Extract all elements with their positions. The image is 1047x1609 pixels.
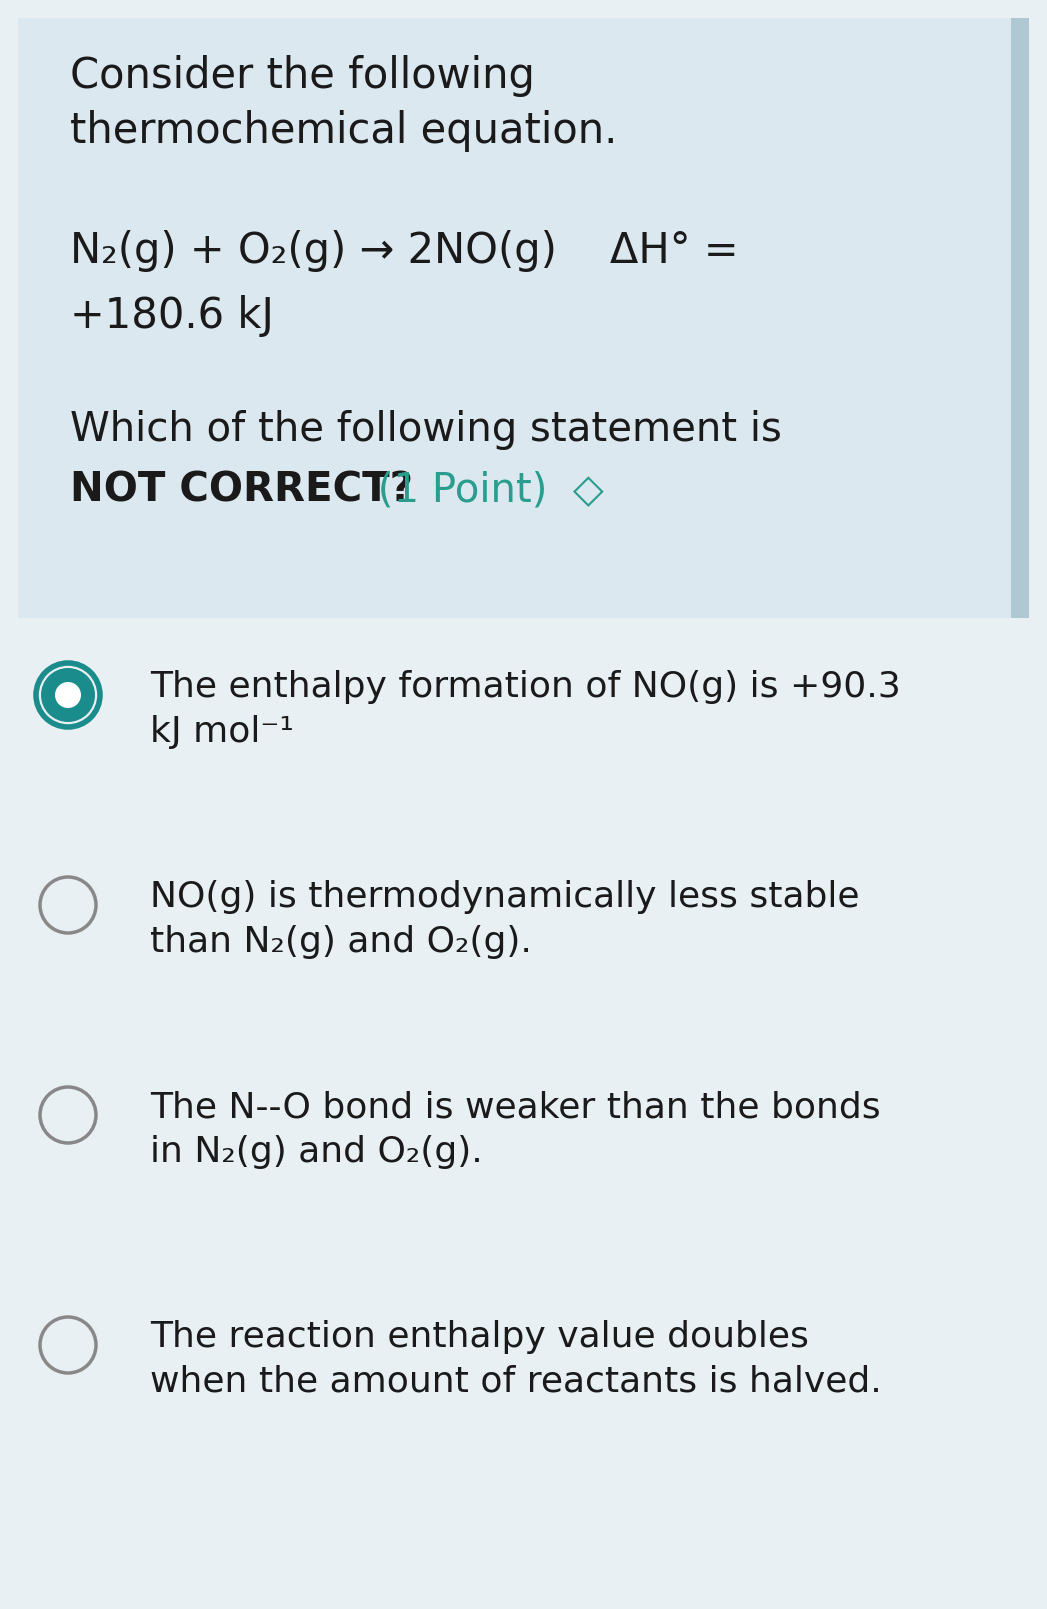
Text: NOT CORRECT?: NOT CORRECT? [70,470,413,510]
Text: kJ mol⁻¹: kJ mol⁻¹ [150,714,294,750]
Text: Which of the following statement is: Which of the following statement is [70,410,782,451]
Text: than N₂(g) and O₂(g).: than N₂(g) and O₂(g). [150,925,532,959]
Text: The enthalpy formation of NO(g) is +90.3: The enthalpy formation of NO(g) is +90.3 [150,669,900,705]
Bar [1011,18,1029,618]
Text: The reaction enthalpy value doubles: The reaction enthalpy value doubles [150,1319,809,1355]
Text: when the amount of reactants is halved.: when the amount of reactants is halved. [150,1364,882,1398]
Text: The N--O bond is weaker than the bonds: The N--O bond is weaker than the bonds [150,1089,881,1125]
Circle shape [55,682,81,708]
Text: thermochemical equation.: thermochemical equation. [70,109,618,151]
Text: N₂(g) + O₂(g) → 2NO(g)    ΔH° =: N₂(g) + O₂(g) → 2NO(g) ΔH° = [70,230,738,272]
Circle shape [41,668,95,722]
Text: +180.6 kJ: +180.6 kJ [70,294,274,336]
Text: in N₂(g) and O₂(g).: in N₂(g) and O₂(g). [150,1134,483,1170]
Bar [18,18,1029,618]
Text: (1 Point)  ◇: (1 Point) ◇ [365,470,604,510]
Text: NO(g) is thermodynamically less stable: NO(g) is thermodynamically less stable [150,880,860,914]
Text: Consider the following: Consider the following [70,55,535,97]
